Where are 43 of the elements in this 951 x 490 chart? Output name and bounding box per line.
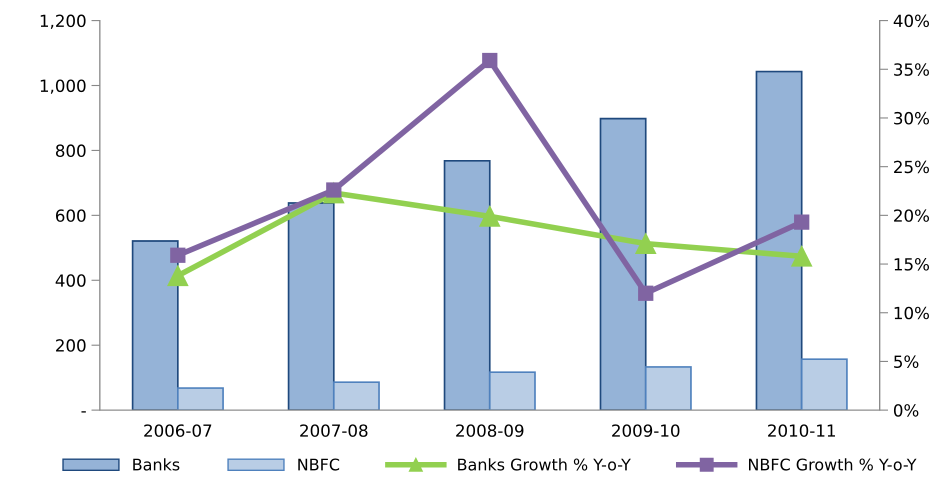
- point: [638, 286, 654, 301]
- x-tick-label: 2009-10: [612, 424, 680, 437]
- y2-tick-label: 0%: [894, 404, 918, 417]
- bar: [488, 371, 536, 410]
- y2-tick-label: 15%: [894, 258, 929, 271]
- y2-tick-label: 5%: [894, 355, 918, 368]
- y2-tick-label: 25%: [894, 160, 929, 174]
- point: [170, 248, 186, 263]
- y-tick-label: 400: [56, 274, 86, 287]
- legend-label: NBFC: [298, 458, 340, 471]
- point: [482, 52, 498, 68]
- point: [635, 233, 656, 254]
- y2-tick-label: 30%: [894, 112, 929, 125]
- bar: [444, 160, 491, 410]
- bar: [756, 70, 803, 410]
- y-tick-label: 800: [56, 144, 86, 157]
- legend-label: Banks: [133, 458, 180, 471]
- y2-tick-label: 20%: [894, 209, 929, 222]
- y-tick-label: 600: [56, 209, 86, 222]
- point: [791, 246, 812, 267]
- x-tick-label: 2007-08: [300, 424, 368, 437]
- bar: [177, 387, 224, 410]
- legend-label: NBFC Growth % Y-o-Y: [749, 458, 917, 471]
- bar: [800, 358, 848, 410]
- y-tick-label: -: [81, 411, 86, 413]
- y-tick-label: 1,200: [40, 14, 86, 29]
- x-tick-label: 2006-07: [144, 424, 212, 437]
- y-tick-label: 1,000: [40, 79, 86, 94]
- bar: [600, 118, 647, 410]
- y2-tick-label: 40%: [894, 14, 929, 28]
- y-tick-label: 200: [56, 339, 86, 352]
- bar: [288, 202, 335, 410]
- bar: [332, 381, 380, 410]
- legend-label: Banks Growth % Y-o-Y: [458, 458, 631, 471]
- point: [794, 214, 810, 230]
- point: [479, 206, 500, 227]
- x-tick-label: 2008-09: [456, 424, 524, 437]
- point: [167, 265, 188, 286]
- y2-tick-label: 10%: [894, 306, 929, 320]
- y2-tick-label: 35%: [894, 63, 929, 76]
- bar: [132, 240, 179, 410]
- x-tick-label: 2010-11: [768, 424, 835, 437]
- bar: [644, 366, 692, 410]
